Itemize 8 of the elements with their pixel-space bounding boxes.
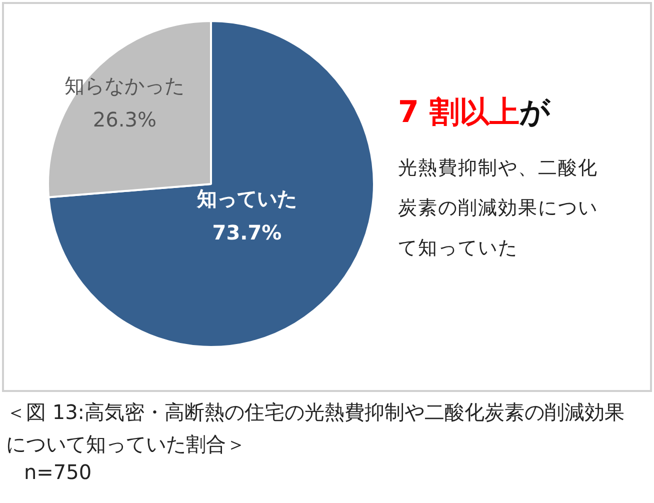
data-label: 26.3% bbox=[92, 108, 156, 132]
text: n=750 bbox=[24, 460, 92, 484]
text: 7 割以上 bbox=[398, 95, 520, 130]
text: 光熱費抑制や、二酸化炭素の削減効果について知っていた bbox=[398, 156, 599, 261]
text: が bbox=[519, 95, 550, 130]
slice-label: 知らなかった bbox=[64, 74, 185, 98]
data-label: 73.7% bbox=[212, 220, 282, 244]
slice-label: 知っていた bbox=[196, 186, 297, 210]
